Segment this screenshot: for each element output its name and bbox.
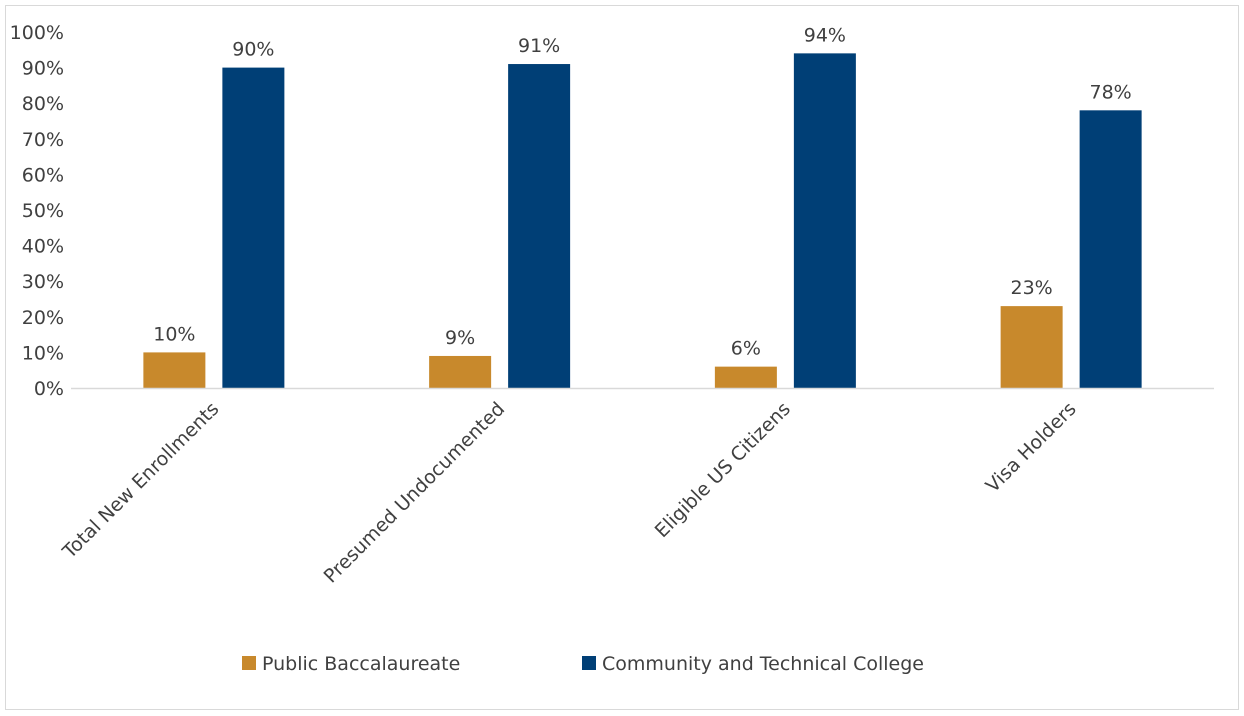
bar — [429, 355, 492, 388]
chart-frame: 0% 10% 20% 30% 40% 50% 60% 70% 80% 90% 100% 10% 90%… — [5, 5, 1239, 710]
legend-label: Public Baccalaureate — [262, 653, 460, 675]
data-label: 23% — [1011, 277, 1053, 299]
bar — [1079, 110, 1142, 388]
data-label: 94% — [804, 24, 846, 46]
y-axis: 0% 10% 20% 30% 40% 50% 60% 70% 80% 90% 100% — [10, 22, 64, 400]
x-axis: Total New Enrollments Presumed Undocument… — [58, 387, 1214, 588]
category-label: Visa Holders — [982, 398, 1081, 497]
data-label: 6% — [731, 338, 761, 360]
bars: 10% 90% 9% 91% 6% 94% 23% 78% — [143, 24, 1142, 389]
category-label: Eligible US Citizens — [651, 398, 795, 542]
legend-swatch — [582, 656, 596, 670]
bar — [508, 64, 571, 388]
bar-chart: 0% 10% 20% 30% 40% 50% 60% 70% 80% 90% 100% 10% 90%… — [10, 22, 1214, 675]
bar — [1000, 306, 1063, 388]
bar — [143, 352, 206, 388]
legend: Public Baccalaureate Community and Techni… — [242, 653, 924, 675]
data-label: 9% — [445, 327, 475, 349]
legend-swatch — [242, 656, 256, 670]
y-tick-label: 70% — [22, 129, 64, 151]
y-tick-label: 80% — [22, 93, 64, 115]
y-tick-label: 60% — [22, 164, 64, 186]
y-tick-label: 40% — [22, 236, 64, 258]
y-tick-label: 30% — [22, 271, 64, 293]
y-tick-label: 90% — [22, 58, 64, 80]
y-tick-label: 10% — [22, 342, 64, 364]
data-label: 91% — [518, 35, 560, 57]
category-label: Total New Enrollments — [58, 398, 224, 564]
y-tick-label: 50% — [22, 200, 64, 222]
y-tick-label: 20% — [22, 307, 64, 329]
y-tick-label: 0% — [34, 378, 64, 400]
bar — [793, 53, 856, 389]
y-tick-label: 100% — [10, 22, 64, 44]
category-label: Presumed Undocumented — [320, 398, 510, 588]
data-label: 78% — [1090, 81, 1132, 103]
data-label: 10% — [153, 323, 195, 345]
data-label: 90% — [232, 39, 274, 61]
legend-label: Community and Technical College — [602, 653, 924, 675]
bar — [222, 67, 285, 388]
bar — [714, 366, 777, 388]
